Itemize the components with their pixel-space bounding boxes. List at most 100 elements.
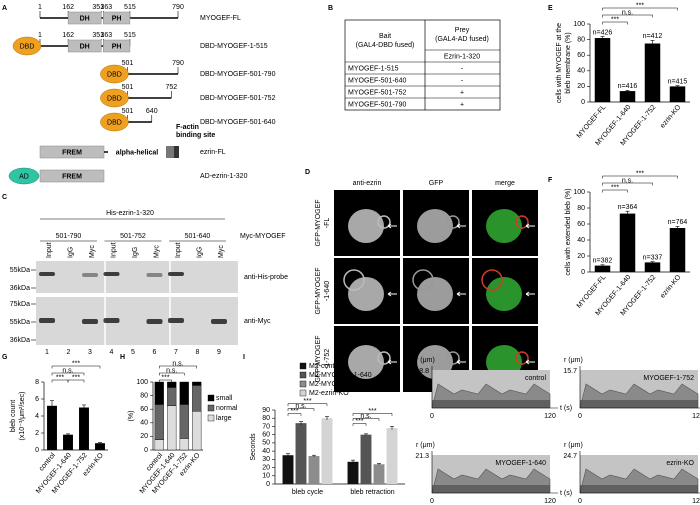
significance-bracket [602, 189, 628, 193]
x-tick-label: ezrin-KO [659, 274, 682, 300]
bleb [446, 351, 460, 365]
bar-segment [192, 381, 202, 386]
construct-name: MYOGEF-FL [200, 15, 241, 22]
y-tick-label: 0 [266, 481, 270, 488]
marker-label: 36kDa [10, 337, 30, 344]
significance-bracket [287, 403, 328, 407]
blot-band [82, 319, 98, 324]
y-tick-label: 10 [262, 473, 270, 480]
y-tick-label: 60 [262, 432, 270, 439]
marker-label: 75kDa [10, 301, 30, 308]
construct-name: DBD-MYOGEF-501-752 [200, 95, 276, 102]
n-label: n=416 [618, 83, 638, 90]
lane-number: 2 [67, 349, 71, 356]
legend-swatch [299, 362, 307, 370]
domain-box [103, 39, 131, 53]
legend-swatch [299, 371, 307, 379]
significance-label: n.s. [166, 367, 177, 374]
lane-number: 3 [88, 349, 92, 356]
y-tick-label: 2 [35, 430, 39, 437]
axis-value: 120 [692, 498, 700, 505]
blot-band [168, 272, 184, 276]
y-tick-label: 0 [35, 447, 39, 454]
tag-label: AD [19, 173, 29, 180]
blot-band [103, 318, 120, 323]
bar [282, 455, 294, 484]
panel-letter: B [328, 5, 333, 12]
y-tick-label: 0 [144, 447, 148, 454]
y-tick-label: 100 [136, 379, 148, 386]
axis-label: r (μm) [564, 357, 583, 364]
domain-box [67, 39, 102, 53]
domain-label: alpha-helical [116, 149, 158, 156]
position-label: 1 [38, 4, 42, 11]
row-label: GFP-MYOGEF [315, 199, 322, 246]
column-label: GFP [429, 180, 444, 187]
axis-value: 0 [430, 413, 434, 420]
axis-value: 0 [578, 413, 582, 420]
bar [295, 423, 307, 484]
legend-label: M2-control [309, 363, 343, 370]
position-label: 351 [92, 32, 104, 39]
significance-bracket [67, 379, 85, 383]
bar [308, 456, 320, 484]
tile-letter: f [475, 261, 477, 268]
position-label: 363 [100, 4, 112, 11]
arrow [387, 359, 397, 365]
blot-band [39, 318, 55, 323]
kymograph-cortex [432, 400, 550, 408]
group-label: 501-790 [56, 233, 82, 240]
bar [79, 407, 89, 450]
construct-name: AD-ezrin-1-320 [200, 173, 248, 180]
y-axis-label: cells with extended bleb (%) [565, 188, 572, 275]
domain-label: DH [80, 15, 90, 22]
dbd-tag [100, 64, 129, 84]
lane-label: Myc [153, 245, 160, 258]
arrow [525, 223, 535, 229]
lane-number: 9 [217, 349, 221, 356]
cell-body [348, 277, 384, 311]
y-axis-label: cells with MYOGEF at the [556, 23, 563, 103]
blot-band [146, 319, 163, 324]
tile-letter: a [337, 193, 341, 200]
lane-label: Myc [218, 245, 225, 258]
row-label: -1-640 [324, 281, 331, 301]
y-tick-label: 100 [573, 189, 585, 196]
n-label: n=764 [668, 219, 688, 226]
bar-segment [192, 385, 202, 412]
position-label: 162 [62, 4, 74, 11]
panel-letter: I [243, 354, 245, 361]
significance-label: n.s. [295, 403, 306, 410]
bleb [343, 269, 365, 291]
group-label: 501-640 [185, 233, 211, 240]
significance-label: *** [611, 184, 619, 191]
y-axis-label: bleb membrane (%) [565, 32, 572, 93]
row-label: GFP-MYOGEF [315, 267, 322, 314]
panel-letter: D [305, 169, 310, 176]
axis-label: t (s) [560, 405, 572, 412]
table-header: Bait [379, 33, 391, 40]
significance-bracket [602, 14, 653, 18]
y-tick-label: 20 [262, 464, 270, 471]
arrow [456, 223, 466, 229]
kymograph-name: ezrin-KO [666, 460, 694, 467]
kymograph-name: MYOGEF-1-752 [643, 375, 694, 382]
row-label: -FL [324, 218, 331, 229]
legend-label: M2-ezrin-KO [309, 390, 349, 397]
domain-label: PH [112, 15, 122, 22]
y-tick-label: 40 [140, 420, 148, 427]
panel-letter: E [548, 5, 553, 12]
kymograph-cortex [580, 485, 698, 493]
bar [594, 38, 611, 102]
table-cell: MYOGEF-501-790 [348, 101, 406, 108]
axis-label: r (μm) [416, 357, 435, 364]
y-tick-label: 20 [577, 253, 585, 260]
tag-label: DBD [107, 119, 122, 126]
tile-letter: b [406, 193, 410, 200]
y-tick-label: 40 [577, 237, 585, 244]
y-tick-label: 20 [140, 433, 148, 440]
axis-value: 0 [578, 498, 582, 505]
domain-label: PH [112, 43, 122, 50]
bar [360, 434, 372, 484]
